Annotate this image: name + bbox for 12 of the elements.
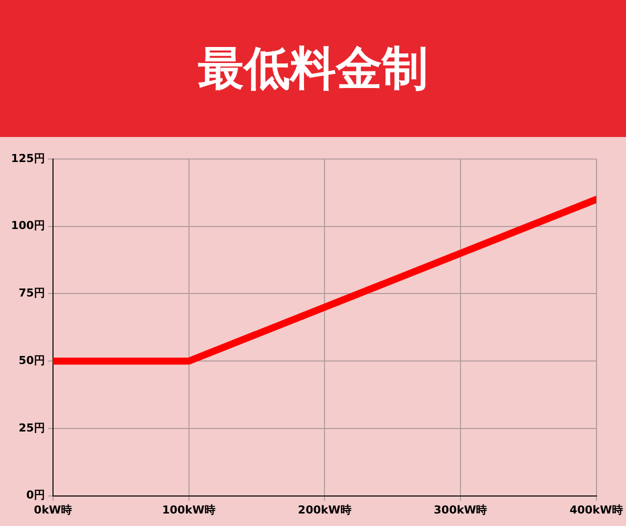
y-tick-label: 75円	[18, 286, 45, 300]
y-tick-label: 0円	[26, 488, 45, 502]
x-tick-label: 200kW時	[298, 503, 352, 516]
y-tick-label: 100円	[10, 219, 45, 232]
x-tick-label: 300kW時	[434, 503, 488, 516]
chart-title: 最低料金制	[198, 40, 428, 96]
x-tick-label: 0kW時	[34, 503, 72, 516]
x-tick-label: 100kW時	[162, 503, 216, 516]
y-tick-label: 125円	[10, 152, 45, 165]
y-tick-label: 50円	[18, 354, 45, 367]
y-tick-label: 25円	[18, 421, 45, 434]
x-tick-label: 400kW時	[570, 503, 624, 516]
